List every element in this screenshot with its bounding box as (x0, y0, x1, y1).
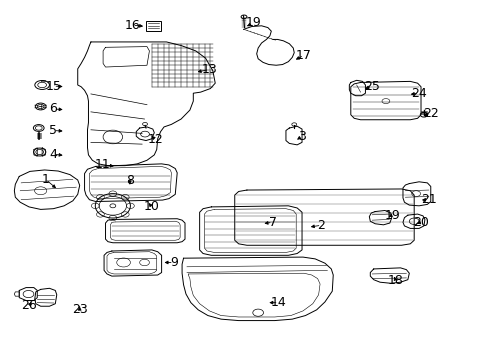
Text: 14: 14 (270, 296, 286, 309)
Text: 10: 10 (143, 201, 160, 213)
Text: 12: 12 (147, 133, 163, 146)
Text: 17: 17 (295, 49, 311, 62)
Text: 25: 25 (364, 80, 379, 93)
Text: 3: 3 (298, 130, 305, 143)
Text: 2: 2 (317, 219, 325, 232)
Text: 11: 11 (94, 158, 110, 171)
Text: 24: 24 (410, 87, 426, 100)
Text: 20: 20 (412, 216, 428, 229)
Text: 19: 19 (245, 17, 261, 30)
Text: 26: 26 (21, 299, 37, 312)
Text: 13: 13 (201, 63, 217, 76)
Text: 1: 1 (41, 173, 49, 186)
Text: 5: 5 (49, 124, 57, 137)
Text: 4: 4 (49, 148, 57, 161)
Text: 22: 22 (422, 107, 438, 120)
Text: 18: 18 (387, 274, 403, 287)
Text: 15: 15 (45, 80, 61, 93)
Text: 9: 9 (169, 256, 177, 269)
Bar (146, 22, 160, 31)
Text: 16: 16 (124, 19, 140, 32)
Text: 8: 8 (125, 174, 134, 187)
Text: 19: 19 (384, 209, 399, 222)
Text: 21: 21 (420, 193, 436, 206)
Text: 7: 7 (268, 216, 276, 229)
Text: 23: 23 (72, 303, 87, 316)
Text: 6: 6 (49, 103, 57, 116)
